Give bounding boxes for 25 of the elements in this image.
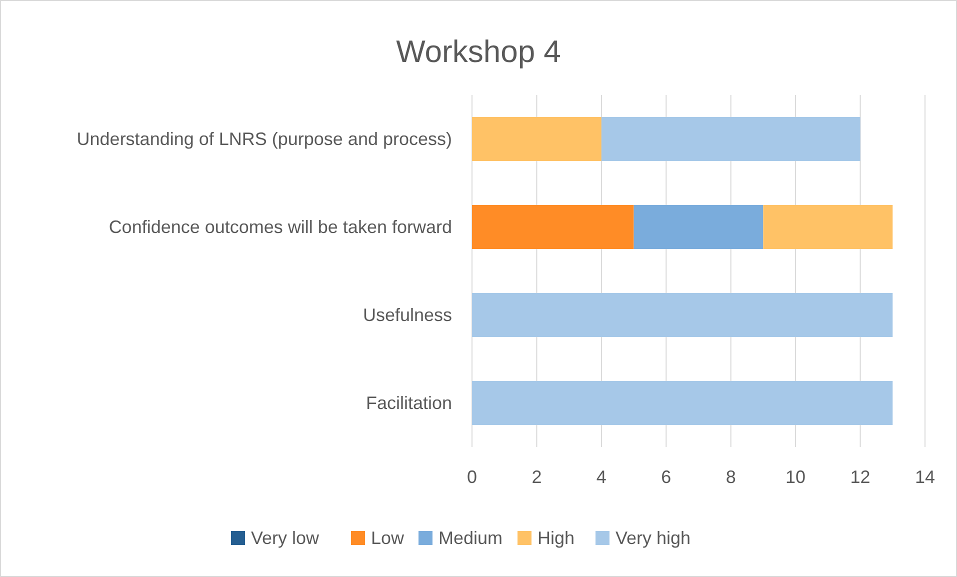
- legend-label: Very low: [251, 528, 320, 548]
- y-tick-label: Usefulness: [362, 305, 452, 325]
- x-tick-label: 14: [914, 467, 936, 487]
- legend-label: Low: [371, 528, 406, 548]
- x-tick-label: 8: [726, 467, 736, 487]
- bar: [472, 293, 893, 337]
- bar: [472, 205, 634, 249]
- y-tick-label: Understanding of LNRS (purpose and process): [76, 129, 452, 149]
- bar: [472, 117, 602, 161]
- bar: [634, 205, 764, 249]
- legend-label: Very high: [616, 528, 691, 548]
- x-tick-label: 12: [850, 467, 870, 487]
- y-tick-label: Confidence outcomes will be taken forward: [108, 217, 452, 237]
- x-tick-label: 10: [786, 467, 806, 487]
- x-tick-label: 4: [596, 467, 606, 487]
- y-tick-label: Facilitation: [366, 393, 452, 413]
- x-tick-label: 6: [661, 467, 672, 487]
- bar: [472, 381, 893, 425]
- x-tick-label: 2: [532, 467, 542, 487]
- bar: [763, 205, 893, 249]
- legend-label: High: [538, 528, 575, 548]
- legend-label: Medium: [438, 528, 503, 548]
- x-tick-label: 0: [466, 467, 478, 487]
- chart-title: Workshop 4: [396, 34, 561, 69]
- bar: [601, 117, 860, 161]
